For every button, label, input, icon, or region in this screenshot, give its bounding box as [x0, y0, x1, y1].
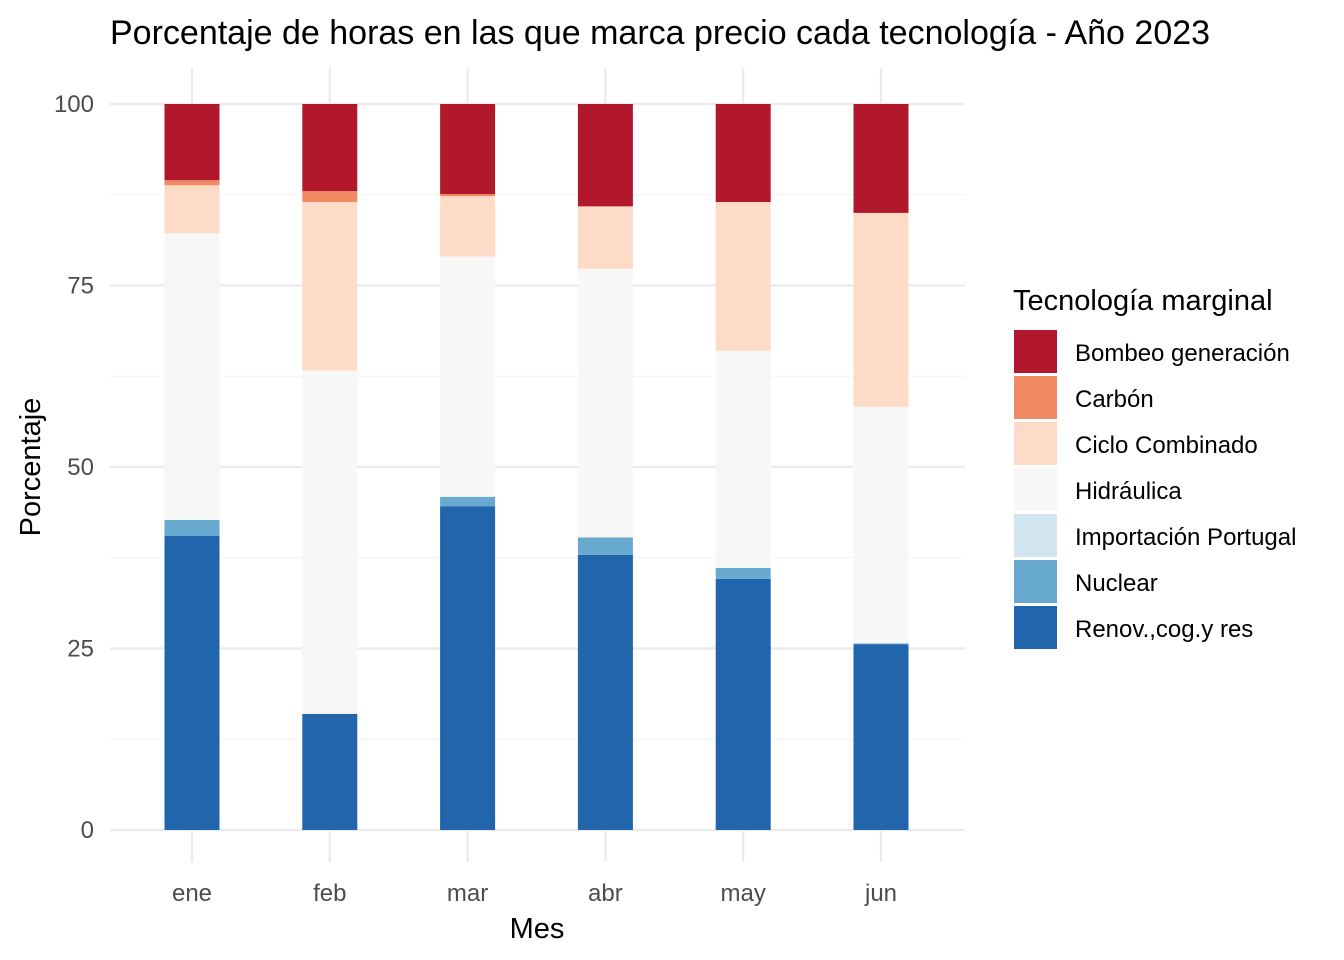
legend-swatch	[1014, 376, 1057, 419]
y-tick-label: 75	[67, 273, 94, 300]
bars	[164, 104, 909, 830]
bar-segment	[853, 104, 909, 213]
legend-label: Importación Portugal	[1075, 524, 1296, 551]
bar-segment	[715, 350, 771, 568]
bar-segment	[164, 185, 220, 234]
bar-segment	[302, 370, 358, 714]
bar-segment	[164, 180, 220, 186]
legend-swatch	[1014, 560, 1057, 603]
x-tick-label: mar	[447, 880, 488, 907]
bar-segment	[853, 406, 909, 644]
legend: Tecnología marginal Bombeo generación Car…	[1013, 285, 1296, 649]
bar-segment	[577, 554, 633, 830]
legend-swatch	[1014, 422, 1057, 465]
legend-label: Bombeo generación	[1075, 340, 1290, 367]
x-tick-label: jun	[864, 880, 897, 907]
bar-segment	[302, 713, 358, 830]
x-tick-label: abr	[588, 880, 623, 907]
bar-segment	[853, 212, 909, 407]
bar-segment	[164, 519, 220, 536]
bar-segment	[164, 104, 220, 181]
x-tick-labels: ene feb mar abr may jun	[172, 880, 897, 907]
bar-segment	[164, 535, 220, 830]
bar-segment	[715, 104, 771, 203]
legend-label: Renov.,cog.y res	[1075, 616, 1253, 643]
bar-segment	[715, 567, 771, 579]
bar-segment	[577, 268, 633, 538]
chart-title: Porcentaje de horas en las que marca pre…	[110, 14, 1210, 52]
x-tick-label: may	[721, 880, 766, 907]
x-axis-title: Mes	[510, 913, 565, 945]
bar-segment	[853, 643, 909, 645]
y-tick-label: 100	[54, 91, 94, 118]
bar-segment	[164, 233, 220, 520]
bar-segment	[302, 104, 358, 192]
bar-segment	[302, 191, 358, 203]
bar-segment	[440, 196, 496, 257]
bar-segment	[853, 644, 909, 830]
bar-segment	[715, 578, 771, 830]
bar-segment	[302, 202, 358, 371]
legend-items: Bombeo generación Carbón Ciclo Combinado Hi…	[1014, 330, 1296, 649]
legend-label: Nuclear	[1075, 570, 1158, 597]
y-axis-title: Porcentaje	[15, 398, 47, 537]
bar-segment	[577, 104, 633, 207]
bar-segment	[577, 537, 633, 555]
y-tick-label: 50	[67, 454, 94, 481]
legend-label: Ciclo Combinado	[1075, 432, 1258, 459]
legend-swatch	[1014, 468, 1057, 511]
bar-segment	[715, 202, 771, 351]
grid	[110, 68, 965, 862]
x-tick-label: ene	[172, 880, 212, 907]
legend-swatch	[1014, 514, 1057, 557]
y-tick-labels: 0 25 50 75 100	[54, 91, 94, 844]
legend-swatch	[1014, 330, 1057, 373]
legend-title: Tecnología marginal	[1013, 285, 1273, 317]
bar-segment	[440, 104, 496, 195]
legend-label: Carbón	[1075, 386, 1154, 413]
bar-segment	[577, 206, 633, 269]
y-tick-label: 25	[67, 636, 94, 663]
bar-segment	[440, 506, 496, 830]
bar-segment	[440, 496, 496, 507]
legend-label: Hidráulica	[1075, 478, 1182, 505]
x-tick-label: feb	[313, 880, 346, 907]
y-tick-label: 0	[81, 817, 94, 844]
bar-segment	[440, 194, 496, 197]
legend-swatch	[1014, 606, 1057, 649]
bar-segment	[440, 256, 496, 497]
